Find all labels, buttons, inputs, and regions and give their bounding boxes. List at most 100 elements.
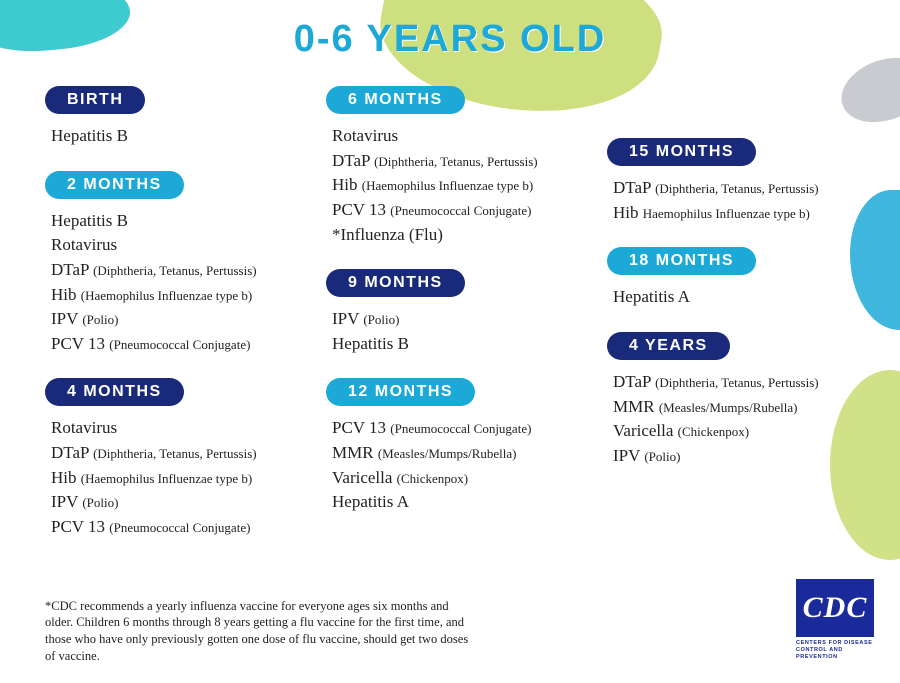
- vaccine-item: Hepatitis A: [332, 490, 589, 515]
- schedule-section: 2 MONTHSHepatitis BRotavirusDTaP (Diphth…: [45, 171, 308, 357]
- column-1: BIRTHHepatitis B2 MONTHSHepatitis BRotav…: [45, 86, 308, 562]
- cdc-logo-box: CDC: [796, 579, 874, 637]
- schedule-section: BIRTH Hepatitis B: [45, 86, 308, 149]
- vaccine-name: IPV: [332, 309, 359, 328]
- vaccine-note: (Diphtheria, Tetanus, Pertussis): [93, 263, 257, 278]
- schedule-section: 6 MONTHS Rotavirus DTaP (Diphtheria, Tetan…: [326, 86, 589, 247]
- schedule-columns: BIRTHHepatitis B2 MONTHSHepatitis BRotav…: [0, 61, 900, 562]
- vaccine-item: IPV (Polio): [613, 444, 870, 469]
- age-pill: 4 MONTHS: [45, 378, 184, 406]
- schedule-section: 4 YEARS DTaP (Diphtheria, Tetanus, Pertus…: [607, 332, 870, 469]
- vaccine-note: (Chickenpox): [678, 424, 749, 439]
- vaccine-item: Varicella (Chickenpox): [613, 419, 870, 444]
- footnote-text: *CDC recommends a yearly influenza vacci…: [45, 598, 475, 666]
- vaccine-note: (Diphtheria, Tetanus, Pertussis): [374, 154, 538, 169]
- vaccine-name: Rotavirus: [51, 418, 117, 437]
- vaccine-item: Hib (Haemophilus Influenzae type b): [51, 466, 308, 491]
- vaccine-name: IPV: [51, 309, 78, 328]
- vaccine-name: Hepatitis A: [332, 492, 409, 511]
- vaccine-name: DTaP: [51, 260, 89, 279]
- vaccine-note: (Diphtheria, Tetanus, Pertussis): [93, 446, 257, 461]
- age-pill: BIRTH: [45, 86, 145, 114]
- vaccine-item: PCV 13 (Pneumococcal Conjugate): [332, 198, 589, 223]
- vaccine-name: DTaP: [51, 443, 89, 462]
- vaccine-list: DTaP (Diphtheria, Tetanus, Pertussis)Hib…: [607, 176, 870, 225]
- schedule-section: 9 MONTHS IPV (Polio) Hepatitis B: [326, 269, 589, 356]
- vaccine-name: Hepatitis B: [332, 334, 409, 353]
- vaccine-item: DTaP (Diphtheria, Tetanus, Pertussis): [613, 176, 870, 201]
- vaccine-name: DTaP: [332, 151, 370, 170]
- vaccine-note: (Diphtheria, Tetanus, Pertussis): [655, 375, 819, 390]
- vaccine-name: IPV: [51, 492, 78, 511]
- vaccine-note: (Pneumococcal Conjugate): [109, 520, 250, 535]
- column-3: 15 MONTHS DTaP (Diphtheria, Tetanus, Pert…: [607, 86, 870, 562]
- vaccine-item: Varicella (Chickenpox): [332, 466, 589, 491]
- vaccine-note: (Polio): [82, 312, 118, 327]
- vaccine-item: Hepatitis B: [51, 124, 308, 149]
- age-pill: 18 MONTHS: [607, 247, 756, 275]
- vaccine-note: (Polio): [82, 495, 118, 510]
- vaccine-item: IPV (Polio): [51, 490, 308, 515]
- vaccine-item: PCV 13 (Pneumococcal Conjugate): [51, 515, 308, 540]
- vaccine-name: Varicella: [332, 468, 392, 487]
- vaccine-item: IPV (Polio): [51, 307, 308, 332]
- vaccine-name: Hib: [332, 175, 358, 194]
- vaccine-name: DTaP: [613, 372, 651, 391]
- vaccine-item: DTaP (Diphtheria, Tetanus, Pertussis): [51, 258, 308, 283]
- vaccine-list: Rotavirus DTaP (Diphtheria, Tetanus, Pert…: [326, 124, 589, 247]
- age-pill: 6 MONTHS: [326, 86, 465, 114]
- age-pill: 9 MONTHS: [326, 269, 465, 297]
- vaccine-note: (Chickenpox): [397, 471, 468, 486]
- vaccine-note: (Haemophilus Influenzae type b): [362, 178, 533, 193]
- vaccine-list: PCV 13 (Pneumococcal Conjugate)MMR (Meas…: [326, 416, 589, 515]
- vaccine-item: Hepatitis A: [613, 285, 870, 310]
- vaccine-name: *Influenza (Flu): [332, 225, 443, 244]
- vaccine-note: (Pneumococcal Conjugate): [390, 203, 531, 218]
- vaccine-note: (Polio): [363, 312, 399, 327]
- vaccine-note: (Haemophilus Influenzae type b): [81, 471, 252, 486]
- cdc-logo-subtext: Centers for Disease Control and Preventi…: [796, 640, 874, 661]
- vaccine-name: Rotavirus: [332, 126, 398, 145]
- vaccine-list: DTaP (Diphtheria, Tetanus, Pertussis) MMR…: [607, 370, 870, 469]
- vaccine-name: MMR: [332, 443, 374, 462]
- schedule-section: 4 MONTHS Rotavirus DTaP (Diphtheria, Tetan…: [45, 378, 308, 539]
- vaccine-item: Hib Haemophilus Influenzae type b): [613, 201, 870, 226]
- vaccine-item: MMR (Measles/Mumps/Rubella): [613, 395, 870, 420]
- cdc-logo: CDC Centers for Disease Control and Prev…: [796, 579, 874, 661]
- vaccine-list: IPV (Polio) Hepatitis B: [326, 307, 589, 356]
- vaccine-item: Hib (Haemophilus Influenzae type b): [332, 173, 589, 198]
- cdc-logo-text: CDC: [803, 591, 868, 625]
- vaccine-item: PCV 13 (Pneumococcal Conjugate): [332, 416, 589, 441]
- vaccine-name: Hepatitis B: [51, 126, 128, 145]
- vaccine-item: Hepatitis B: [51, 209, 308, 234]
- vaccine-name: Varicella: [613, 421, 673, 440]
- age-pill: 4 YEARS: [607, 332, 730, 360]
- vaccine-note: (Pneumococcal Conjugate): [109, 337, 250, 352]
- vaccine-list: Hepatitis BRotavirus DTaP (Diphtheria, Te…: [45, 209, 308, 357]
- vaccine-note: (Measles/Mumps/Rubella): [659, 400, 798, 415]
- vaccine-note: (Polio): [644, 449, 680, 464]
- vaccine-item: MMR (Measles/Mumps/Rubella): [332, 441, 589, 466]
- column-2: 6 MONTHS Rotavirus DTaP (Diphtheria, Tetan…: [326, 86, 589, 562]
- vaccine-name: IPV: [613, 446, 640, 465]
- vaccine-item: IPV (Polio): [332, 307, 589, 332]
- vaccine-name: Hib: [51, 285, 77, 304]
- age-pill: 15 MONTHS: [607, 138, 756, 166]
- vaccine-note: (Pneumococcal Conjugate): [390, 421, 531, 436]
- vaccine-name: Rotavirus: [51, 235, 117, 254]
- vaccine-note: (Diphtheria, Tetanus, Pertussis): [655, 181, 819, 196]
- page-title: 0-6 YEARS OLD: [0, 0, 900, 61]
- vaccine-list: Hepatitis A: [607, 285, 870, 310]
- schedule-section: 12 MONTHS PCV 13 (Pneumococcal Conjugate)…: [326, 378, 589, 515]
- vaccine-list: Hepatitis B: [45, 124, 308, 149]
- age-pill: 12 MONTHS: [326, 378, 475, 406]
- vaccine-item: DTaP (Diphtheria, Tetanus, Pertussis): [51, 441, 308, 466]
- vaccine-name: Hib: [613, 203, 639, 222]
- schedule-section: 15 MONTHS DTaP (Diphtheria, Tetanus, Pert…: [607, 138, 870, 225]
- vaccine-name: PCV 13: [51, 517, 105, 536]
- vaccine-item: *Influenza (Flu): [332, 223, 589, 248]
- vaccine-note: (Measles/Mumps/Rubella): [378, 446, 517, 461]
- vaccine-name: PCV 13: [51, 334, 105, 353]
- vaccine-note: Haemophilus Influenzae type b): [643, 206, 810, 221]
- vaccine-item: PCV 13 (Pneumococcal Conjugate): [51, 332, 308, 357]
